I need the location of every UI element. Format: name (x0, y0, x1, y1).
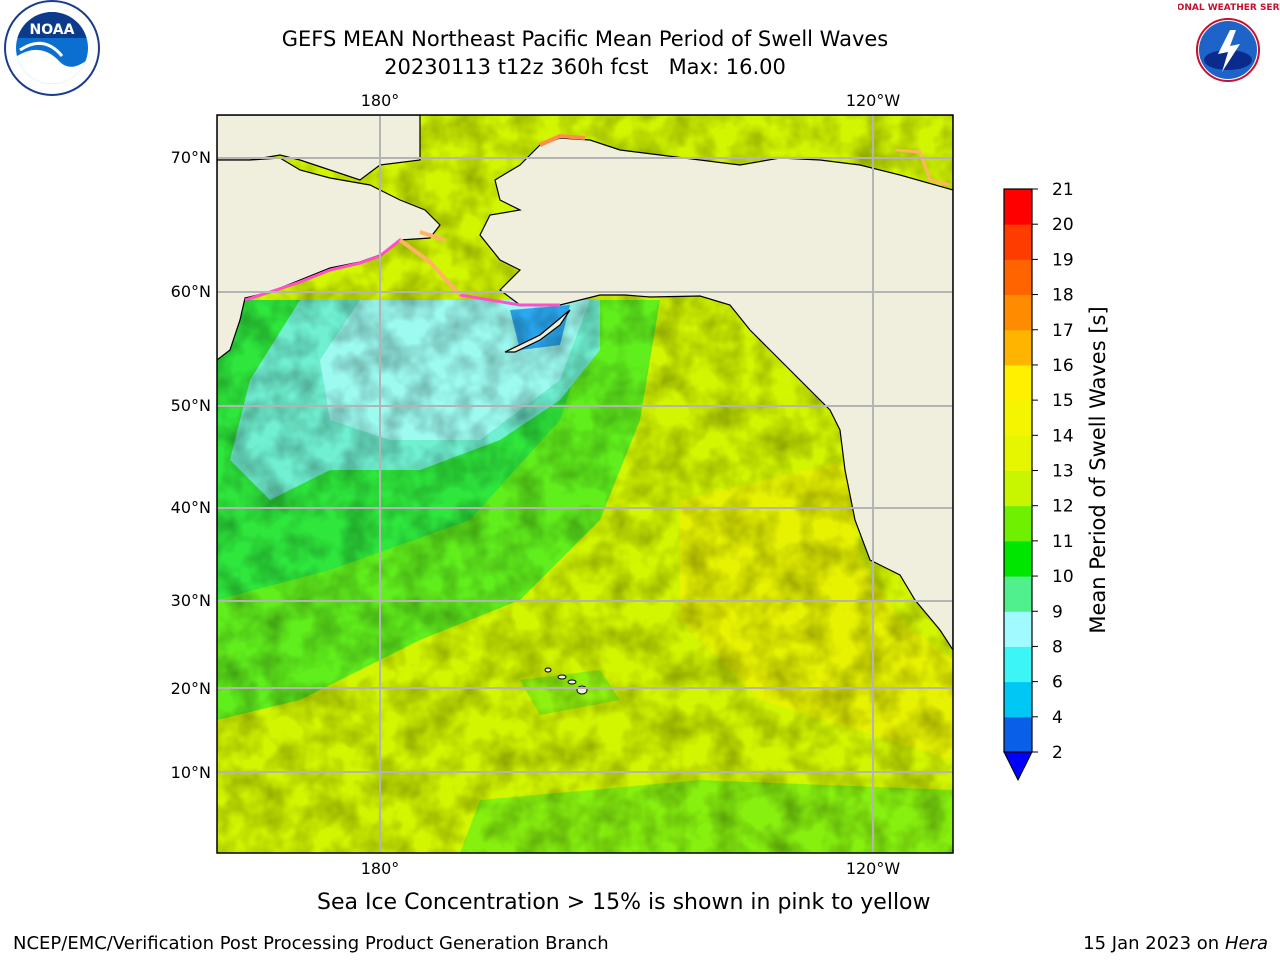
colorbar-swatch (1004, 189, 1032, 225)
colorbar-tick-label: 16 (1052, 356, 1074, 376)
land-alaska-peninsula (504, 309, 571, 353)
colorbar-tick-label: 4 (1052, 708, 1063, 728)
colorbar-tick-label: 15 (1052, 391, 1074, 411)
map-area (217, 115, 953, 853)
lat-label: 20°N (171, 679, 211, 698)
colorbar-tick-label: 21 (1052, 180, 1074, 200)
colorbar-tick-label: 17 (1052, 321, 1074, 341)
colorbar-swatch (1004, 716, 1032, 753)
colorbar-swatch (1004, 400, 1032, 436)
lat-label: 50°N (171, 396, 211, 415)
colorbar-swatch (1004, 646, 1032, 683)
colorbar-swatch (1004, 294, 1032, 331)
colorbar-tick-label: 9 (1052, 602, 1063, 622)
colorbar-tick-label: 14 (1052, 426, 1074, 446)
colorbar-tick-label: 13 (1052, 462, 1074, 482)
colorbar-swatch (1004, 505, 1032, 542)
colorbar-label: Mean Period of Swell Waves [s] (1086, 306, 1110, 633)
footer-credit: NCEP/EMC/Verification Post Processing Pr… (13, 933, 609, 954)
colorbar-tick-label: 19 (1052, 250, 1074, 270)
colorbar-swatch (1004, 329, 1032, 366)
lat-label: 40°N (171, 498, 211, 517)
colorbar-swatch (1004, 259, 1032, 296)
colorbar-tick-label: 10 (1052, 567, 1074, 587)
footer-date: 15 Jan 2023 on Hera (1083, 933, 1268, 954)
colorbar-swatch (1004, 224, 1032, 260)
land-north-america (430, 115, 953, 652)
colorbar-swatch (1004, 364, 1032, 401)
lat-label: 10°N (171, 763, 211, 782)
colorbar-swatch (1004, 435, 1032, 471)
noaa-logo: NOAA (4, 0, 100, 96)
nws-logo-text: NATIONAL WEATHER SERVICE (1178, 3, 1280, 13)
colorbar: 2 4 6 8 9 10 11 12 13 14 15 16 17 18 19 20 21 (1003, 180, 1074, 782)
colorbar-swatch (1004, 470, 1032, 507)
map-title: GEFS MEAN Northeast Pacific Mean Period … (281, 27, 889, 51)
colorbar-tick-label: 6 (1052, 673, 1063, 693)
lat-label: 30°N (171, 591, 211, 610)
colorbar-tick-label: 2 (1052, 743, 1063, 763)
colorbar-swatch (1004, 681, 1032, 718)
map-frame (216, 114, 954, 854)
lon-label-bottom: 120°W (846, 859, 901, 878)
graticule (217, 115, 953, 853)
nws-logo: NATIONAL WEATHER SERVICE (1178, 3, 1280, 94)
colorbar-tick-label: 8 (1052, 637, 1063, 657)
colorbar-tick-label: 12 (1052, 497, 1074, 517)
noaa-logo-text: NOAA (30, 22, 75, 38)
lon-label-top: 180° (361, 91, 400, 110)
lon-label-top: 120°W (846, 91, 901, 110)
colorbar-extend-arrow (1003, 751, 1033, 782)
land-hawaii (544, 667, 588, 695)
colorbar-swatch (1004, 576, 1032, 612)
footer-host: Hera (1224, 933, 1268, 954)
colorbar-swatch (1004, 540, 1032, 577)
lon-label-bottom: 180° (361, 859, 400, 878)
map-subtitle: 20230113 t12z 360h fcst Max: 16.00 (384, 55, 786, 79)
colorbar-tick-label: 20 (1052, 215, 1074, 235)
colorbar-tick-label: 11 (1052, 532, 1074, 552)
colorbar-swatch (1004, 611, 1032, 647)
lat-label: 70°N (171, 148, 211, 167)
colorbar-tick-label: 18 (1052, 286, 1074, 306)
lat-label: 60°N (171, 282, 211, 301)
